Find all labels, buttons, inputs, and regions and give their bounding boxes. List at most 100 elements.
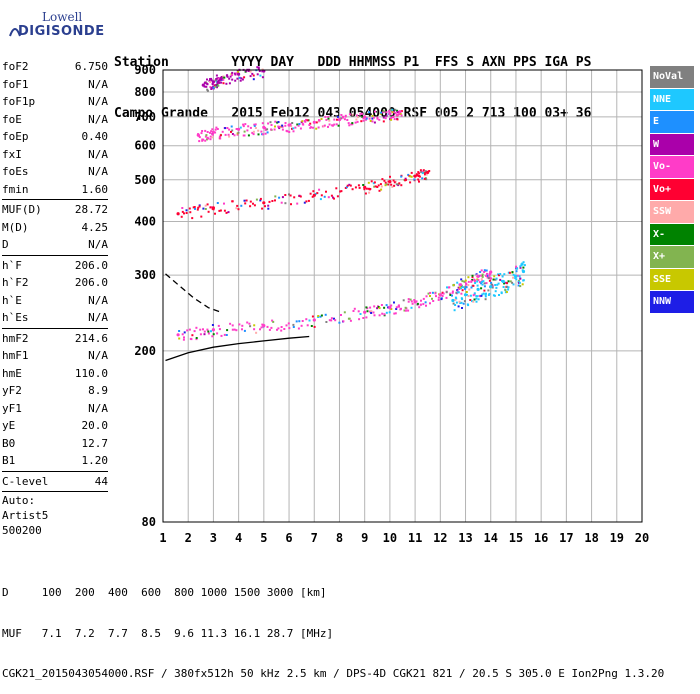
data-point [211,206,215,210]
x-tick-label: 20 [635,531,649,545]
echo-point [519,266,522,269]
echo-point [431,291,434,294]
echo-point [215,74,218,77]
echo-point [416,174,419,177]
echo-point [235,128,238,130]
param-value: N/A [88,401,108,415]
echo-point [365,306,368,309]
echo-point [287,322,290,325]
echo-point [455,301,458,304]
param-row: yF1 N/A [2,400,108,418]
echo-point [244,123,247,126]
echo-point [392,116,395,118]
param-value: 4.25 [81,220,109,234]
x-tick-label: 8 [336,531,343,545]
echo-point [327,196,330,199]
echo-point [385,311,388,314]
data-point [176,212,180,216]
echo-point [223,333,226,336]
echo-point [241,324,244,327]
echo-point [214,131,217,134]
echo-point [248,70,250,72]
echo-point [266,131,269,134]
param-name: foF1p [2,95,36,108]
echo-point [463,300,466,303]
echo-point [370,312,373,314]
echo-point [454,298,457,301]
echo-point [233,134,236,137]
echo-point [242,125,245,128]
echo-point [281,125,284,128]
echo-point [231,324,234,327]
echo-point [317,315,320,317]
echo-point [310,126,312,129]
echo-point [267,122,270,125]
echo-point [339,190,342,193]
echo-point [476,284,479,287]
param-name: h`E [2,293,22,307]
echo-point [190,338,193,341]
echo-point [396,111,399,113]
echo-point [256,66,259,69]
param-value: N/A [88,349,108,362]
echo-point [499,278,502,281]
echo-point [495,277,498,280]
echo-point [284,124,287,127]
param-name: foF1 [2,77,29,91]
echo-point [227,133,230,136]
logo-emblem-icon [9,28,21,37]
echo-point [191,217,194,220]
echo-point [413,178,416,181]
echo-point [481,293,484,296]
echo-point [305,200,308,203]
param-value: N/A [88,165,108,178]
echo-point [368,117,371,120]
echo-point [308,319,311,322]
legend-item: E [650,111,694,133]
echo-point [285,324,288,327]
x-tick-label: 15 [509,531,523,545]
echo-point [261,207,264,210]
echo-point [391,111,394,114]
data-point [501,279,505,284]
param-row: foF2 6.750 [2,58,108,76]
x-tick-label: 6 [285,531,292,545]
echo-point [305,318,308,321]
echo-point [197,206,200,209]
echo-point [295,320,298,323]
echo-point [210,130,213,133]
echo-point [286,130,289,133]
param-name: h`F2 [2,276,29,289]
data-point [337,118,342,122]
echo-point [269,121,272,124]
echo-point [297,327,300,330]
echo-point [418,175,421,178]
echo-point [515,278,518,281]
echo-point [483,269,486,272]
echo-point [410,306,413,309]
ionogram-chart: 1 2 3 4 5 6 7 8 9 10 11 12 13 14 15 16 17 18 19 20802003004… [134,63,649,545]
echo-point [356,120,359,123]
echo-point [434,292,437,295]
echo-point [234,79,237,82]
echo-point [327,117,330,120]
echo-point [273,128,276,131]
echo-point [203,333,206,336]
echo-point [209,135,212,138]
echo-point [421,170,424,173]
echo-point [342,320,345,323]
echo-point [196,208,199,211]
echo-point [456,281,459,284]
echo-point [281,124,284,127]
echo-point [211,133,214,136]
echo-point [366,310,369,313]
param-name: C-level [2,474,49,488]
echo-point [231,71,234,74]
echo-point [365,187,368,190]
echo-point [421,172,424,175]
echo-point [429,291,432,294]
echo-point [349,319,352,322]
echo-point [204,81,207,84]
y-tick-label: 700 [134,110,156,124]
echo-point [185,212,188,214]
